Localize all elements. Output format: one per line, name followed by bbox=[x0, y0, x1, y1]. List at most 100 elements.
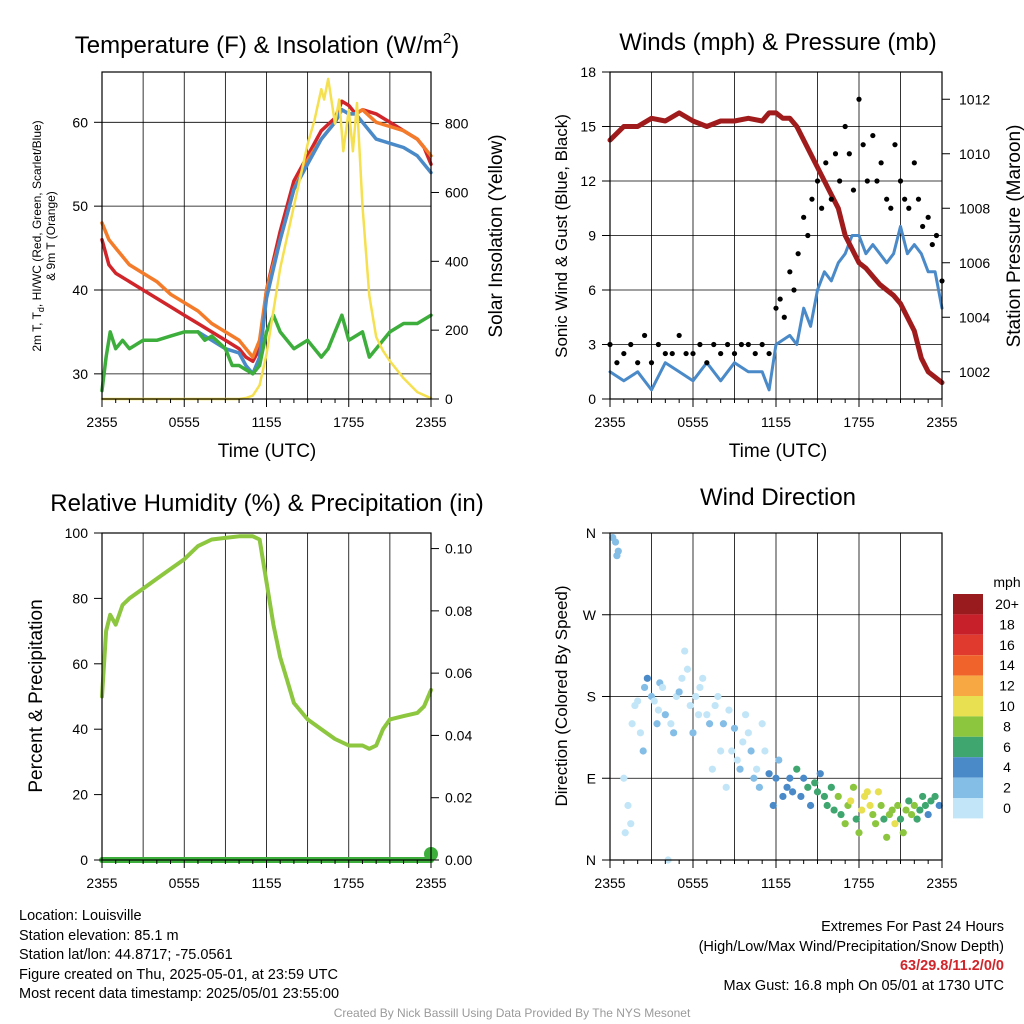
direction-point bbox=[741, 711, 750, 719]
direction-point bbox=[789, 788, 797, 796]
direction-point bbox=[753, 765, 761, 773]
temp-series-insolation bbox=[100, 77, 433, 401]
y2-tick-label: 1004 bbox=[959, 309, 990, 325]
direction-point bbox=[624, 801, 632, 810]
direction-point bbox=[916, 806, 924, 814]
wind-gust-point bbox=[864, 178, 870, 184]
direction-point bbox=[837, 810, 845, 819]
x-tick-label: 0555 bbox=[169, 414, 200, 430]
wind-gust-point bbox=[888, 205, 894, 211]
direction-point bbox=[896, 815, 905, 823]
wind-gust-point bbox=[718, 350, 724, 357]
y-tick-label: N bbox=[586, 852, 596, 868]
wind-gust-point bbox=[738, 341, 745, 348]
direction-point bbox=[800, 774, 808, 782]
direction-point bbox=[711, 701, 719, 710]
wind-gust-point bbox=[856, 96, 862, 102]
extremes-values: 63/29.8/11.2/0/0 bbox=[899, 958, 1004, 975]
x-tick-label: 1755 bbox=[843, 414, 874, 430]
wdir-title: Wind Direction bbox=[700, 484, 856, 511]
y2-tick-label: 200 bbox=[445, 322, 469, 338]
direction-point bbox=[708, 765, 716, 773]
y2-tick-label: 1012 bbox=[959, 91, 990, 107]
y2-tick-label: 1002 bbox=[959, 364, 990, 380]
credit-text: Created By Nick Bassill Using Data Provi… bbox=[333, 1006, 691, 1020]
wind-gust-point bbox=[828, 196, 834, 202]
direction-point bbox=[717, 747, 725, 755]
wind-gust-point bbox=[920, 223, 926, 230]
direction-point bbox=[733, 756, 741, 764]
wind-gust-point bbox=[745, 341, 751, 348]
direction-point bbox=[905, 797, 913, 805]
x-tick-label: 2355 bbox=[594, 875, 625, 891]
rh-title: Relative Humidity (%) & Precipitation (i… bbox=[50, 490, 483, 517]
wind-gust-point bbox=[662, 350, 668, 357]
direction-point bbox=[797, 792, 805, 801]
direction-point bbox=[744, 729, 752, 737]
x-tick-label: 2355 bbox=[86, 414, 117, 430]
wind-gust-point bbox=[635, 360, 641, 366]
x-tick-label: 1155 bbox=[761, 414, 791, 430]
y2-tick-label: 0.04 bbox=[445, 727, 472, 743]
wind-gust-point bbox=[676, 332, 682, 339]
y-tick-label: 30 bbox=[72, 366, 88, 382]
direction-point bbox=[639, 747, 647, 755]
direction-point bbox=[658, 683, 667, 692]
y-tick-label: W bbox=[583, 607, 597, 623]
direction-point bbox=[849, 783, 858, 791]
direction-point bbox=[841, 820, 849, 828]
y-tick-label: 12 bbox=[580, 173, 596, 189]
direction-point bbox=[654, 706, 663, 714]
direction-point bbox=[621, 829, 629, 837]
direction-point bbox=[927, 797, 935, 805]
wind-gust-point bbox=[832, 151, 839, 157]
y2-tick-label: 600 bbox=[445, 184, 469, 200]
direction-point bbox=[813, 788, 822, 796]
wind-gust-point bbox=[884, 196, 890, 202]
direction-point bbox=[783, 783, 791, 791]
direction-point bbox=[765, 770, 773, 778]
y-tick-label: 3 bbox=[588, 337, 596, 353]
direction-point bbox=[863, 788, 871, 796]
temp-series-td bbox=[100, 313, 433, 393]
direction-point bbox=[692, 692, 700, 701]
wind-gust-point bbox=[791, 287, 797, 293]
wdir-chart: N E S W N 2355 0555 1155 1755 2355 Wind Direction D… bbox=[552, 484, 1021, 891]
direction-point bbox=[725, 706, 733, 714]
direction-point bbox=[793, 765, 801, 773]
direction-point bbox=[634, 697, 642, 705]
rh-ylabel: Percent & Precipitation bbox=[26, 599, 47, 792]
temp-series-hiwc bbox=[196, 107, 433, 376]
y2-tick-label: 0 bbox=[445, 391, 453, 407]
wind-gust-point bbox=[704, 360, 710, 366]
direction-point bbox=[877, 801, 885, 810]
wind-gust-point bbox=[850, 187, 857, 193]
direction-point bbox=[706, 720, 714, 728]
y-tick-label: 6 bbox=[588, 282, 596, 298]
wind-gust-point bbox=[801, 214, 807, 220]
wind-gust-point bbox=[915, 196, 922, 202]
x-tick-label: 2355 bbox=[415, 414, 446, 430]
y-tick-label: 0 bbox=[588, 391, 596, 407]
y2-tick-label: 1010 bbox=[959, 146, 990, 162]
wind-gust-point bbox=[773, 305, 779, 311]
wind-gust-point bbox=[814, 178, 821, 184]
direction-point bbox=[891, 820, 899, 828]
y-tick-label: 20 bbox=[72, 787, 88, 803]
direction-point bbox=[736, 765, 744, 773]
wind-gust-point bbox=[777, 296, 783, 302]
direction-point bbox=[683, 665, 692, 673]
x-tick-label: 1755 bbox=[333, 875, 364, 891]
direction-point bbox=[722, 783, 730, 791]
legend-swatch bbox=[953, 594, 983, 615]
direction-point bbox=[681, 647, 689, 655]
direction-point bbox=[820, 792, 829, 801]
wind-gust-point bbox=[669, 350, 675, 357]
direction-point bbox=[627, 820, 635, 828]
wind-gust-point bbox=[711, 341, 717, 348]
y-tick-label: 18 bbox=[580, 64, 596, 80]
wind-gust-point bbox=[925, 214, 931, 220]
wind-gust-point bbox=[795, 251, 801, 257]
direction-point bbox=[880, 815, 888, 823]
wind-gust-point bbox=[809, 196, 815, 202]
